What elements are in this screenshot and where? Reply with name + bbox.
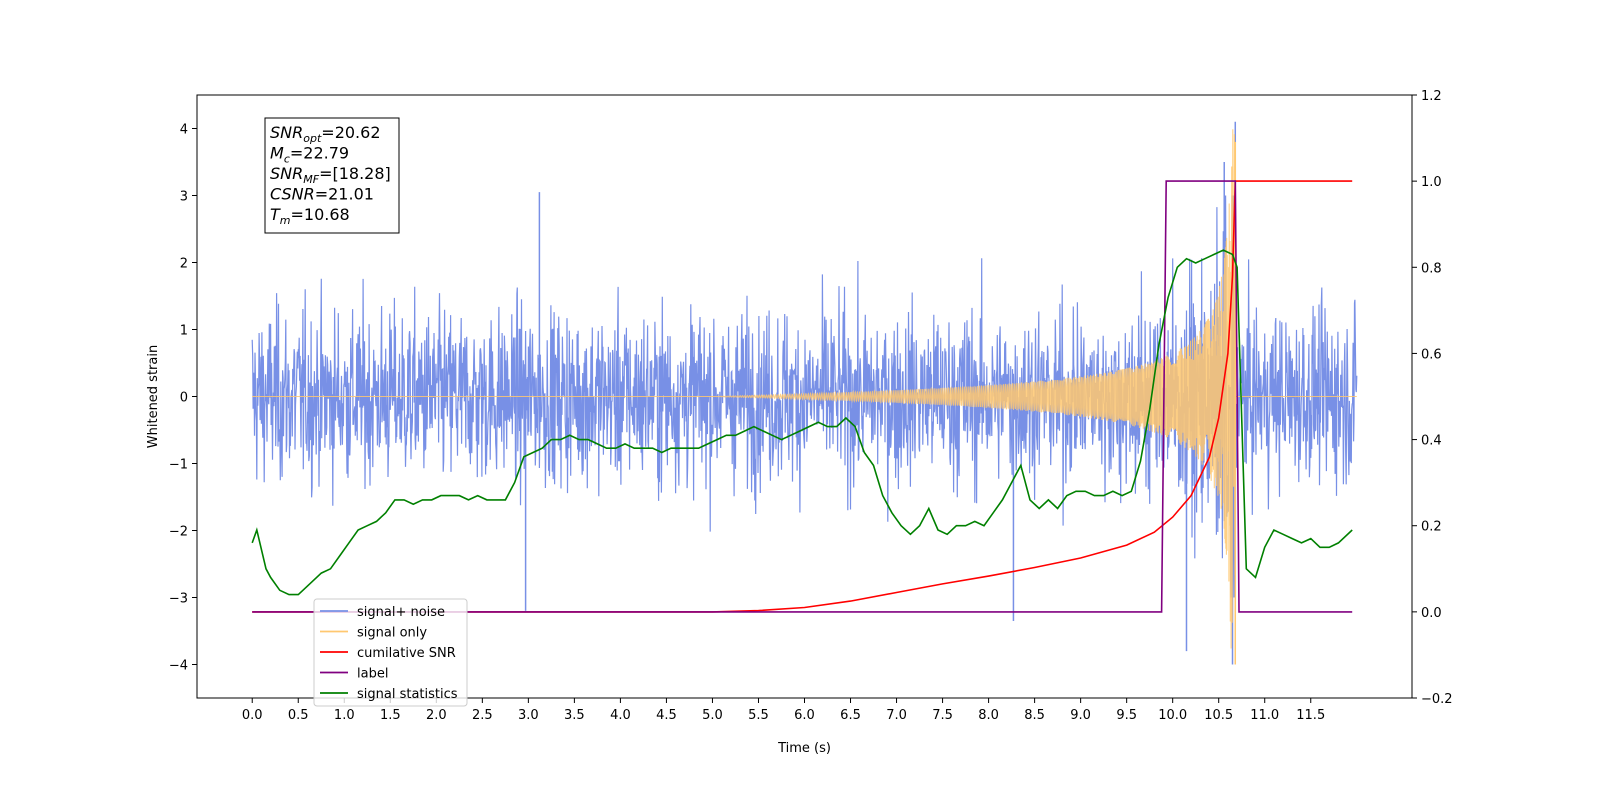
x-tick-label: 1.5 bbox=[380, 708, 401, 723]
x-tick-label: 3.0 bbox=[518, 708, 539, 723]
y2-axis-ticks: 1.2 1.0 0.8 0.6 0.4 0.2 0.0 −0.2 bbox=[1412, 89, 1453, 707]
y2-tick-label: 0.2 bbox=[1421, 520, 1442, 535]
x-tick-label: 2.5 bbox=[472, 708, 493, 723]
info-line: Mc=22.79 bbox=[270, 144, 349, 166]
y-axis-label: Whitened strain bbox=[146, 345, 161, 448]
y-tick-label: 1 bbox=[180, 324, 188, 339]
x-axis-label: Time (s) bbox=[777, 741, 831, 756]
y2-tick-label: 0.8 bbox=[1421, 261, 1442, 276]
legend-label: cumilative SNR bbox=[357, 646, 456, 661]
x-tick-label: 4.5 bbox=[656, 708, 677, 723]
y2-tick-label: 0.0 bbox=[1421, 606, 1442, 621]
signal-only-series bbox=[252, 129, 1357, 665]
x-tick-label: 10.0 bbox=[1158, 708, 1187, 723]
x-tick-label: 6.5 bbox=[840, 708, 861, 723]
info-line: CSNR=21.01 bbox=[270, 185, 374, 204]
x-tick-label: 11.0 bbox=[1250, 708, 1279, 723]
x-tick-label: 0.5 bbox=[288, 708, 309, 723]
y2-tick-label: 0.6 bbox=[1421, 347, 1442, 362]
right-axis-series bbox=[251, 180, 1353, 613]
signal-plus-noise-line bbox=[251, 195, 1358, 598]
y-tick-label: −4 bbox=[169, 659, 188, 674]
y-tick-label: −2 bbox=[169, 525, 188, 540]
y-tick-label: −3 bbox=[169, 592, 188, 607]
label-line bbox=[252, 180, 1353, 613]
x-tick-label: 6.0 bbox=[794, 708, 815, 723]
legend-label: signal+ noise bbox=[357, 605, 445, 620]
x-tick-label: 5.5 bbox=[748, 708, 769, 723]
y-tick-label: −1 bbox=[169, 458, 188, 473]
y-tick-label: 2 bbox=[180, 257, 188, 272]
x-tick-label: 4.0 bbox=[610, 708, 631, 723]
y-tick-label: 3 bbox=[180, 190, 188, 205]
x-tick-label: 10.5 bbox=[1204, 708, 1233, 723]
info-box-frame bbox=[264, 117, 400, 234]
y2-tick-label: 0.4 bbox=[1421, 434, 1442, 449]
x-tick-label: 5.0 bbox=[702, 708, 723, 723]
info-line: SNRMF=[18.28] bbox=[270, 164, 391, 186]
x-tick-label: 8.0 bbox=[978, 708, 999, 723]
legend: signal+ noise signal only cumilative SNR la… bbox=[313, 598, 468, 707]
info-line: Tm=10.68 bbox=[270, 205, 350, 227]
x-tick-label: 8.5 bbox=[1024, 708, 1045, 723]
x-tick-label: 9.0 bbox=[1070, 708, 1091, 723]
signal-only-line bbox=[252, 129, 1357, 649]
x-axis-ticks: 0.0 0.5 1.0 1.5 2.0 2.5 3.0 3.5 4.0 4.5 5.0 5.5 6.0 6… bbox=[242, 698, 1325, 723]
legend-label: signal statistics bbox=[357, 687, 458, 702]
x-tick-label: 2.0 bbox=[426, 708, 447, 723]
x-tick-label: 0.0 bbox=[242, 708, 263, 723]
y-axis-ticks: 4 3 2 1 0 −1 −2 −3 −4 bbox=[169, 123, 197, 674]
signal-statistics-line bbox=[251, 249, 1353, 596]
info-line: SNRopt=20.62 bbox=[270, 123, 381, 145]
x-tick-label: 9.5 bbox=[1116, 708, 1137, 723]
y-tick-label: 0 bbox=[180, 391, 188, 406]
x-tick-label: 11.5 bbox=[1296, 708, 1325, 723]
y-tick-label: 4 bbox=[180, 123, 188, 138]
x-tick-label: 3.5 bbox=[564, 708, 585, 723]
y2-tick-label: −0.2 bbox=[1421, 692, 1453, 707]
legend-label: signal only bbox=[357, 626, 427, 641]
x-tick-label: 7.0 bbox=[886, 708, 907, 723]
y2-tick-label: 1.2 bbox=[1421, 89, 1442, 104]
x-tick-label: 7.5 bbox=[932, 708, 953, 723]
x-tick-label: 1.0 bbox=[334, 708, 355, 723]
legend-label: label bbox=[357, 667, 388, 682]
info-box: SNRopt=20.62Mc=22.79SNRMF=[18.28]CSNR=21… bbox=[264, 117, 400, 234]
y2-tick-label: 1.0 bbox=[1421, 175, 1442, 190]
legend-frame bbox=[313, 598, 468, 707]
